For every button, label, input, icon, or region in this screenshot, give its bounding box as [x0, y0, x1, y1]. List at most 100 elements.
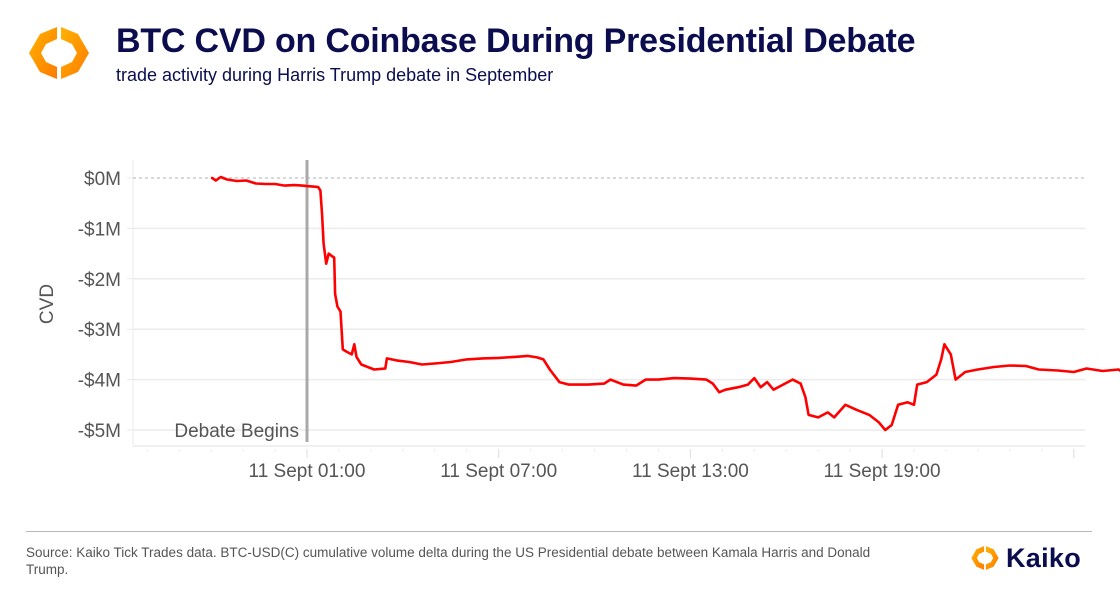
cvd-data-point	[421, 363, 423, 366]
brand-name: Kaiko	[1006, 542, 1082, 573]
cvd-data-point	[360, 363, 363, 366]
cvd-data-point	[558, 381, 561, 383]
cvd-data-point	[868, 414, 871, 416]
cvd-data-point	[1009, 364, 1011, 367]
cvd-data-point	[366, 366, 369, 368]
cvd-data-point	[657, 378, 660, 381]
cvd-data-point	[884, 429, 887, 431]
cvd-data-point	[603, 382, 605, 385]
cvd-data-point	[513, 356, 516, 358]
cvd-data-point	[319, 189, 322, 192]
cvd-data-point	[264, 183, 267, 185]
cvd-data-point	[737, 386, 740, 389]
cvd-data-point	[705, 378, 708, 381]
cvd-data-point	[568, 383, 570, 386]
cvd-data-point	[949, 353, 952, 356]
y-tick-label: -$1M	[78, 219, 121, 240]
cvd-data-point	[644, 378, 647, 381]
cvd-data-point	[954, 378, 957, 381]
cvd-data-point	[1056, 369, 1059, 372]
footer-divider	[26, 531, 1092, 532]
cvd-data-point	[346, 351, 348, 353]
cvd-data-point	[274, 183, 276, 185]
cvd-data-point	[833, 416, 836, 419]
y-tick-label: -$3M	[78, 320, 121, 341]
cvd-data-point	[782, 383, 784, 386]
cvd-data-point	[747, 383, 749, 386]
cvd-data-point	[718, 391, 721, 394]
cvd-data-point	[341, 348, 344, 351]
kaiko-logo-icon	[29, 27, 89, 79]
cvd-data-point	[1025, 365, 1027, 367]
cvd-data-point	[312, 185, 315, 188]
cvd-data-point	[433, 362, 436, 365]
y-tick-label: -$5M	[78, 421, 121, 442]
cvd-data-point	[753, 377, 756, 379]
cvd-data-point	[336, 305, 339, 308]
cvd-data-point	[622, 383, 625, 386]
cvd-data-point	[306, 185, 308, 188]
chart-title: BTC CVD on Coinbase During Presidential …	[116, 22, 916, 60]
cvd-data-point	[325, 262, 328, 265]
x-tick-label: 11 Sept 07:00	[440, 461, 557, 482]
series	[210, 175, 1120, 432]
cvd-data-point	[301, 184, 304, 187]
cvd-data-point	[465, 358, 468, 361]
cvd-data-point	[355, 356, 358, 358]
x-tick-label: 11 Sept 01:00	[249, 461, 366, 482]
cvd-data-point	[799, 382, 802, 385]
cvd-data-point	[804, 396, 807, 399]
cvd-data-point	[384, 367, 387, 370]
cvd-data-point	[964, 371, 967, 373]
cvd-data-point	[772, 388, 775, 391]
cvd-data-point	[219, 176, 222, 178]
cvd-data-point	[350, 353, 353, 356]
cvd-data-point	[913, 403, 915, 406]
cvd-data-point	[844, 403, 847, 406]
cvd-data-point	[897, 403, 899, 406]
x-axis-ticks: 11 Sept 01:00 11 Sept 07:00 11 Sept 13:00 1…	[146, 449, 1075, 482]
cvd-data-point	[226, 178, 229, 181]
cvd-data-point	[817, 416, 820, 419]
gridlines	[132, 160, 1085, 447]
cvd-data-point	[1085, 367, 1088, 370]
cvd-data-point	[339, 310, 342, 313]
cvd-data-point	[548, 368, 551, 371]
cvd-data-point	[283, 184, 286, 187]
cvd-data-point	[943, 343, 946, 346]
cvd-data-point	[317, 186, 320, 189]
cvd-data-point	[293, 184, 296, 187]
cvd-series-line	[210, 175, 1120, 432]
cvd-data-point	[395, 359, 398, 362]
cvd-data-point	[497, 357, 500, 359]
cvd-data-point	[334, 293, 336, 295]
cvd-data-point	[1037, 368, 1040, 371]
debate-begins-label: Debate Begins	[174, 421, 299, 442]
cvd-data-point	[245, 179, 248, 182]
cvd-data-point	[1101, 370, 1104, 372]
cvd-data-point	[481, 357, 484, 360]
cvd-data-point	[215, 179, 217, 182]
cvd-data-point	[977, 368, 979, 371]
cvd-data-point	[766, 381, 768, 383]
cvd-data-point	[235, 180, 238, 182]
cvd-line-chart: $0M-$1M-$2M-$3M-$4M-$5M 11 Sept 01:00 11 …	[37, 160, 1120, 482]
y-tick-label: -$4M	[78, 371, 121, 392]
cvd-data-point	[526, 355, 529, 357]
cvd-data-point	[940, 358, 943, 361]
cvd-data-point	[855, 408, 858, 411]
cvd-data-point	[890, 424, 893, 426]
cvd-data-point	[327, 252, 330, 255]
cvd-data-point	[724, 388, 727, 391]
cvd-data-point	[322, 242, 325, 245]
cvd-data-point	[711, 382, 714, 385]
y-tick-label: -$2M	[78, 270, 121, 291]
cvd-data-point	[1072, 371, 1075, 373]
cvd-data-point	[333, 256, 336, 259]
cvd-data-point	[826, 411, 829, 414]
cvd-data-point	[211, 177, 214, 179]
cvd-data-point	[759, 386, 762, 389]
cvd-data-point	[689, 377, 692, 380]
cvd-data-point	[587, 383, 590, 386]
cvd-data-point	[635, 384, 637, 387]
